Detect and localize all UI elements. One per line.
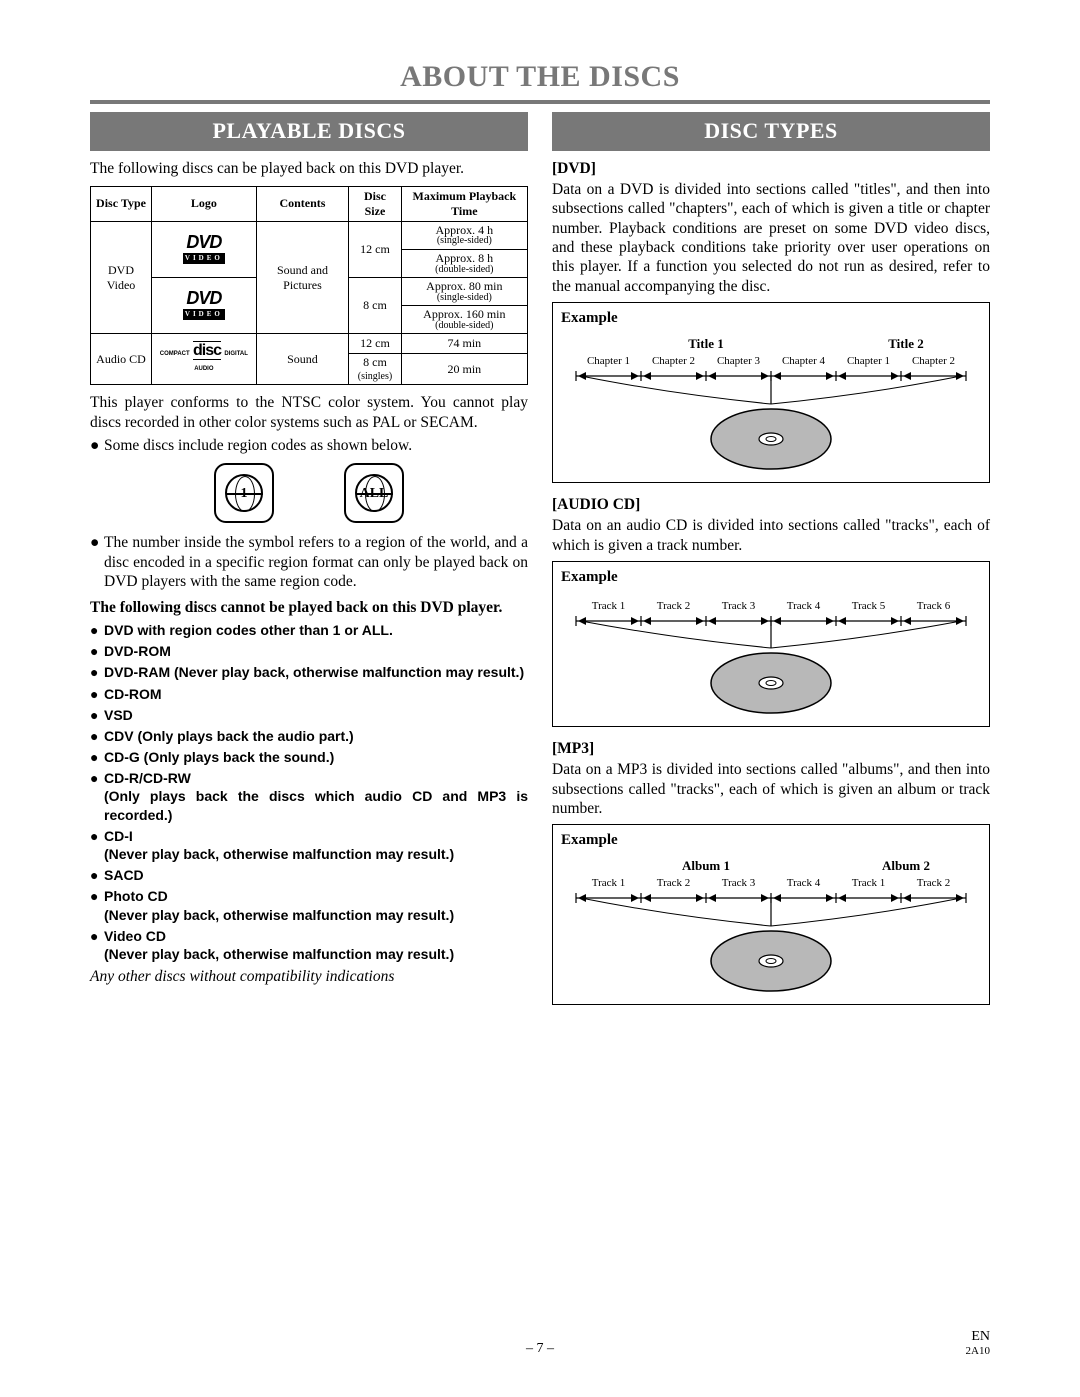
svg-text:Title 1: Title 1 — [688, 336, 724, 351]
dvd-text: Data on a DVD is divided into sections c… — [552, 180, 990, 296]
cannot-play-item: ●CD-R/CD-RW (Only plays back the discs w… — [90, 769, 528, 824]
left-column: PLAYABLE DISCS The following discs can b… — [90, 112, 528, 1017]
svg-text:Track 2: Track 2 — [657, 600, 691, 612]
cannot-play-item: ●CD-G (Only plays back the sound.) — [90, 748, 528, 766]
svg-text:Chapter 3: Chapter 3 — [717, 355, 761, 367]
ntsc-note: This player conforms to the NTSC color s… — [90, 393, 528, 432]
cannot-play-item: ●DVD with region codes other than 1 or A… — [90, 621, 528, 639]
cannot-play-item: ●DVD-ROM — [90, 642, 528, 660]
svg-text:Chapter 4: Chapter 4 — [782, 355, 826, 367]
cell-cd-type: Audio CD — [91, 334, 152, 385]
globe-icon: ALL — [355, 474, 393, 512]
cell-cd-logo: COMPACT disc DIGITAL AUDIO — [152, 334, 257, 385]
dvd-subhead: [DVD] — [552, 159, 990, 178]
svg-text:Track 3: Track 3 — [722, 600, 756, 612]
cannot-play-item: ●CD-I (Never play back, otherwise malfun… — [90, 827, 528, 863]
intro-text: The following discs can be played back o… — [90, 159, 528, 178]
th-max-time: Maximum Playback Time — [401, 186, 527, 221]
svg-text:Track 4: Track 4 — [787, 600, 821, 612]
cannot-intro: The following discs cannot be played bac… — [90, 598, 528, 617]
mp3-text: Data on a MP3 is divided into sections c… — [552, 760, 990, 818]
svg-text:Chapter 1: Chapter 1 — [587, 355, 630, 367]
svg-text:Album 2: Album 2 — [882, 858, 930, 873]
disc-table: Disc Type Logo Contents Disc Size Maximu… — [90, 186, 528, 385]
cell-dvd-time-4: Approx. 160 min (double-sided) — [401, 306, 527, 334]
footer-code: 2A10 — [966, 1345, 990, 1357]
cannot-play-item: ●Photo CD (Never play back, otherwise ma… — [90, 887, 528, 923]
th-contents: Contents — [256, 186, 349, 221]
cell-dvd-size-12: 12 cm — [349, 221, 401, 277]
right-column: DISC TYPES [DVD] Data on a DVD is divide… — [552, 112, 990, 1017]
cell-dvd-logo-2: DVD VIDEO — [152, 278, 257, 334]
svg-text:Track 1: Track 1 — [852, 877, 886, 889]
svg-text:Track 5: Track 5 — [852, 600, 886, 612]
dvd-logo-sub: VIDEO — [183, 253, 225, 264]
italic-note: Any other discs without compatibility in… — [90, 967, 528, 986]
svg-text:Track 3: Track 3 — [722, 877, 756, 889]
example-label: Example — [561, 568, 981, 587]
cannot-play-item: ●DVD-RAM (Never play back, otherwise mal… — [90, 663, 528, 681]
svg-text:Track 1: Track 1 — [592, 600, 626, 612]
region-icons: 1 ALL — [90, 457, 528, 533]
cannot-play-item: ●VSD — [90, 706, 528, 724]
svg-text:Track 1: Track 1 — [592, 877, 626, 889]
svg-text:Track 2: Track 2 — [917, 877, 951, 889]
cell-dvd-contents: Sound and Pictures — [256, 221, 349, 333]
svg-text:Chapter 2: Chapter 2 — [912, 355, 955, 367]
region-explain: ● The number inside the symbol refers to… — [90, 533, 528, 591]
disc-types-header: DISC TYPES — [552, 112, 990, 151]
th-disc-type: Disc Type — [91, 186, 152, 221]
svg-text:Album 1: Album 1 — [682, 858, 730, 873]
region-bullet: ● Some discs include region codes as sho… — [90, 436, 528, 455]
cell-dvd-time-2: Approx. 8 h (double-sided) — [401, 249, 527, 277]
region-badge-all: ALL — [344, 463, 404, 523]
cannot-play-item: ●CD-ROM — [90, 685, 528, 703]
cell-dvd-time-3: Approx. 80 min (single-sided) — [401, 278, 527, 306]
th-disc-size: Disc Size — [349, 186, 401, 221]
cell-cd-time-1: 74 min — [401, 334, 527, 354]
cannot-play-item: ●CDV (Only plays back the audio part.) — [90, 727, 528, 745]
svg-text:Track 4: Track 4 — [787, 877, 821, 889]
page-title: ABOUT THE DISCS — [90, 60, 990, 94]
cd-text: Data on an audio CD is divided into sect… — [552, 516, 990, 555]
dvd-diagram: Title 1 Title 2 Chapter 1 Chapter 2 Chapte… — [571, 334, 971, 474]
cell-cd-size-8: 8 cm(singles) — [349, 354, 401, 385]
cd-example-box: Example Track 1Track 2Track 3Track 4Trac… — [552, 561, 990, 727]
cd-logo-icon: COMPACT disc DIGITAL AUDIO — [156, 344, 252, 374]
cell-cd-contents: Sound — [256, 334, 349, 385]
cell-cd-size-12: 12 cm — [349, 334, 401, 354]
cd-diagram: Track 1 Track 2 Track 3 Track 4 Track 5 Track… — [571, 593, 971, 718]
svg-text:Chapter 2: Chapter 2 — [652, 355, 695, 367]
title-rule — [90, 100, 990, 104]
cannot-play-item: ●Video CD (Never play back, otherwise ma… — [90, 927, 528, 963]
dvd-logo-sub: VIDEO — [183, 309, 225, 320]
cell-dvd-time-1: Approx. 4 h (single-sided) — [401, 221, 527, 249]
page-number: – 7 – — [526, 1341, 554, 1357]
cannot-play-list: ●DVD with region codes other than 1 or A… — [90, 621, 528, 963]
cd-subhead: [AUDIO CD] — [552, 495, 990, 514]
cell-dvd-logo-1: DVD VIDEO — [152, 221, 257, 277]
svg-text:Track 6: Track 6 — [917, 600, 951, 612]
cell-dvd-size-8: 8 cm — [349, 278, 401, 334]
playable-discs-header: PLAYABLE DISCS — [90, 112, 528, 151]
cell-cd-time-2: 20 min — [401, 354, 527, 385]
globe-icon: 1 — [225, 474, 263, 512]
svg-text:Chapter 1: Chapter 1 — [847, 355, 890, 367]
cell-dvd-type: DVD Video — [91, 221, 152, 333]
page-footer: – 7 – EN 2A10 — [90, 1329, 990, 1357]
mp3-example-box: Example Album 1 Album 2 Track 1 Track 2 Tr… — [552, 824, 990, 1005]
mp3-subhead: [MP3] — [552, 739, 990, 758]
mp3-diagram: Album 1 Album 2 Track 1 Track 2 Track 3 Tra… — [571, 856, 971, 996]
dvd-logo-icon: DVD — [186, 291, 221, 305]
cannot-play-item: ●SACD — [90, 866, 528, 884]
footer-lang: EN — [971, 1329, 990, 1344]
svg-text:Title 2: Title 2 — [888, 336, 924, 351]
th-logo: Logo — [152, 186, 257, 221]
region-badge-1: 1 — [214, 463, 274, 523]
dvd-example-box: Example Title 1 Title 2 Chapter 1 Chapter… — [552, 302, 990, 483]
dvd-logo-icon: DVD — [186, 235, 221, 249]
example-label: Example — [561, 831, 981, 850]
svg-text:Track 2: Track 2 — [657, 877, 691, 889]
example-label: Example — [561, 309, 981, 328]
